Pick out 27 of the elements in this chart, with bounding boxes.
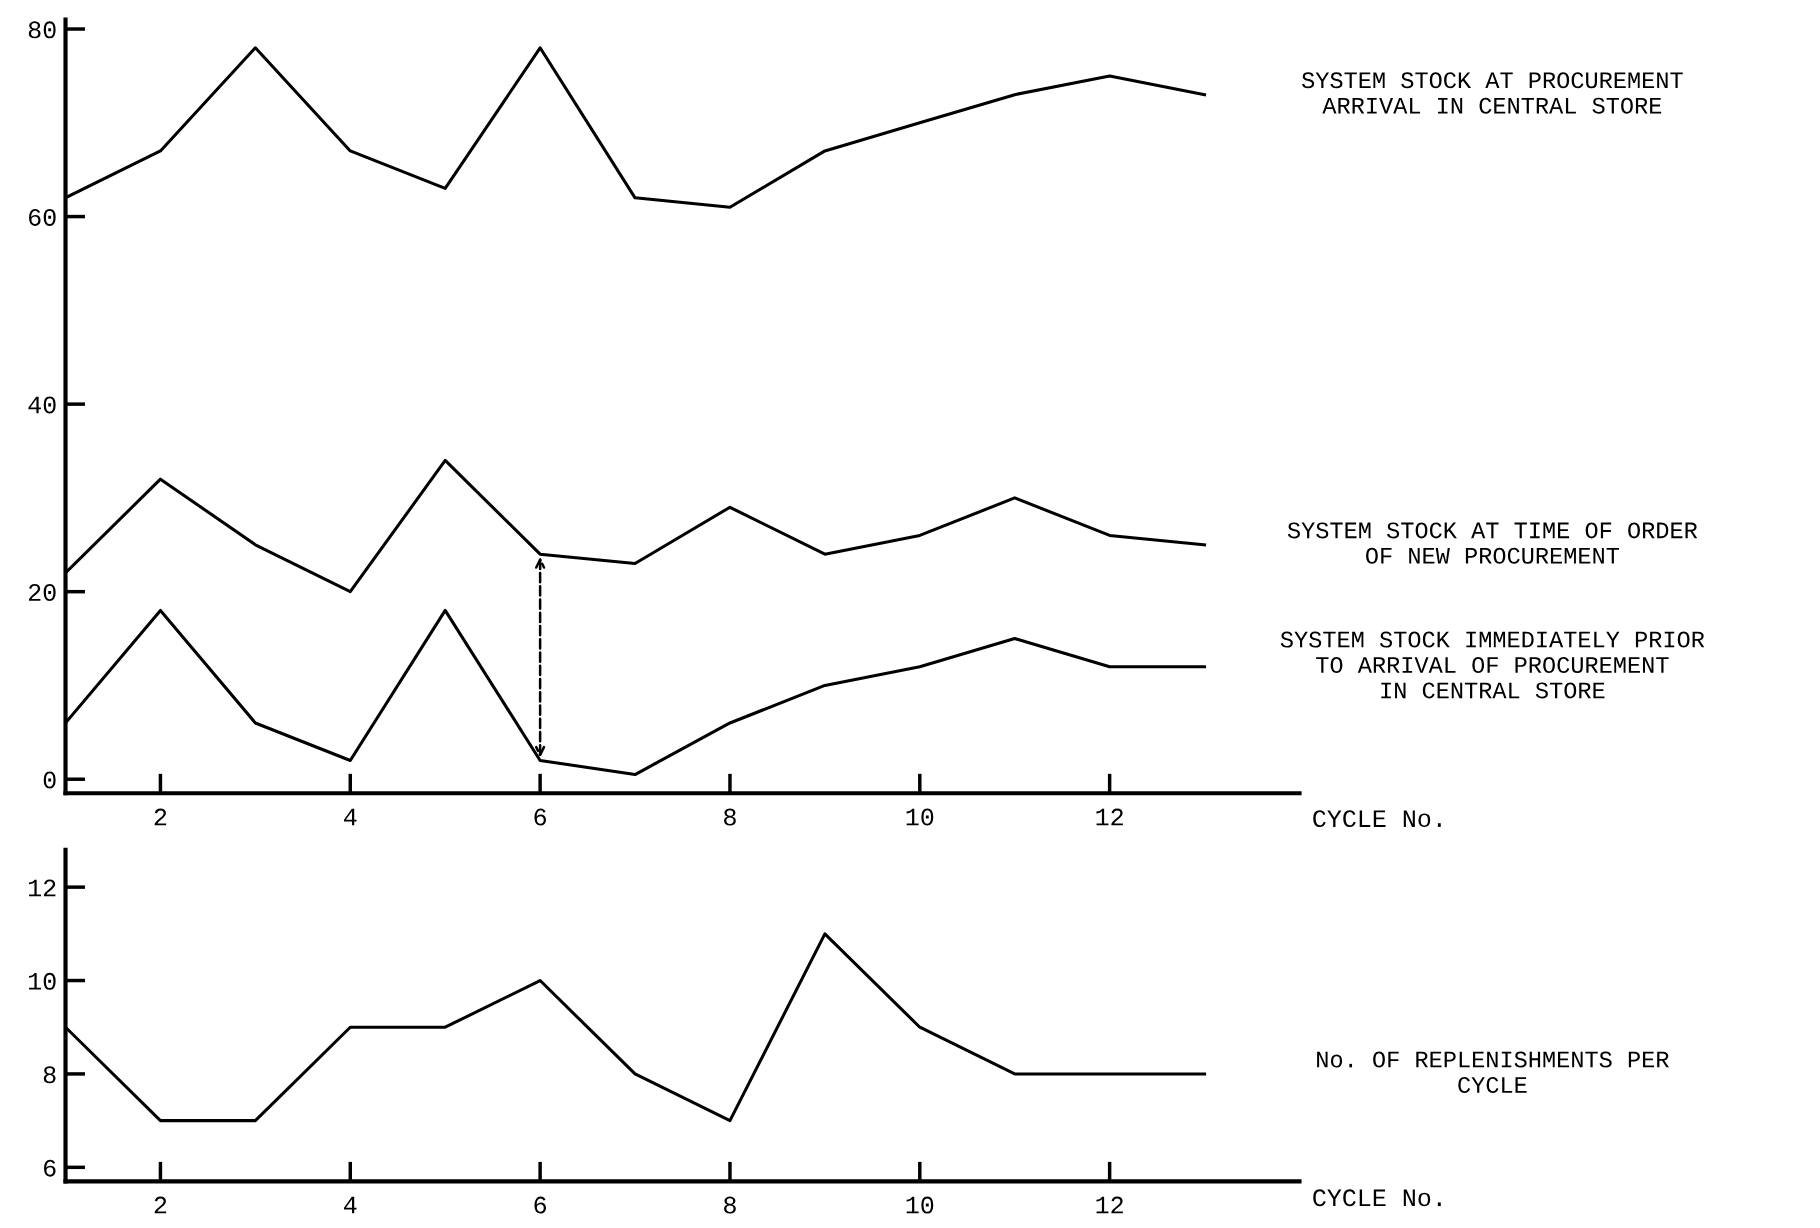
- y-tick-label: 10: [28, 972, 56, 990]
- y-tick-label: 20: [28, 584, 56, 601]
- x-tick-label: 8: [724, 1196, 736, 1214]
- x-tick-label: 10: [906, 808, 934, 826]
- y-tick-label: 0: [43, 771, 56, 789]
- y-tick-label: 6: [44, 1159, 56, 1177]
- x-tick-label: 4: [344, 1196, 357, 1214]
- x-tick-label: 10: [906, 1196, 934, 1214]
- x-tick-label: 2: [154, 808, 167, 826]
- y-tick-label: 12: [28, 879, 56, 897]
- x-tick-label: 6: [534, 1196, 546, 1214]
- y-tick-label: 40: [28, 396, 56, 414]
- x-tick-label: 8: [724, 808, 736, 826]
- text: SYSTEM STOCK AT TIME OF ORDER OF NEW PROCUREMENT: [1287, 522, 1698, 564]
- x-tick-label: 6: [534, 808, 546, 826]
- x-axis-title: CYCLE No.: [1313, 1189, 1441, 1207]
- x-axis-title: CYCLE No.: [1313, 810, 1441, 828]
- text: SYSTEM STOCK IMMEDIATELY PRIOR TO ARRIVAL OF PROCUREMENT IN CENTRAL STORE: [1280, 631, 1705, 699]
- text: No. OF REPLENISHMENTS PER CYCLE: [1317, 1051, 1669, 1093]
- x-tick-label: 2: [154, 1196, 167, 1214]
- x-tick-label: 4: [344, 808, 357, 826]
- x-tick-label: 12: [1096, 1196, 1123, 1214]
- y-tick-label: 8: [43, 1066, 56, 1084]
- y-tick-label: 60: [29, 208, 56, 226]
- x-tick-label: 12: [1096, 808, 1123, 826]
- y-tick-label: 80: [28, 21, 56, 39]
- text: SYSTEM STOCK AT PROCUREMENT ARRIVAL IN CENTRAL STORE: [1302, 72, 1683, 114]
